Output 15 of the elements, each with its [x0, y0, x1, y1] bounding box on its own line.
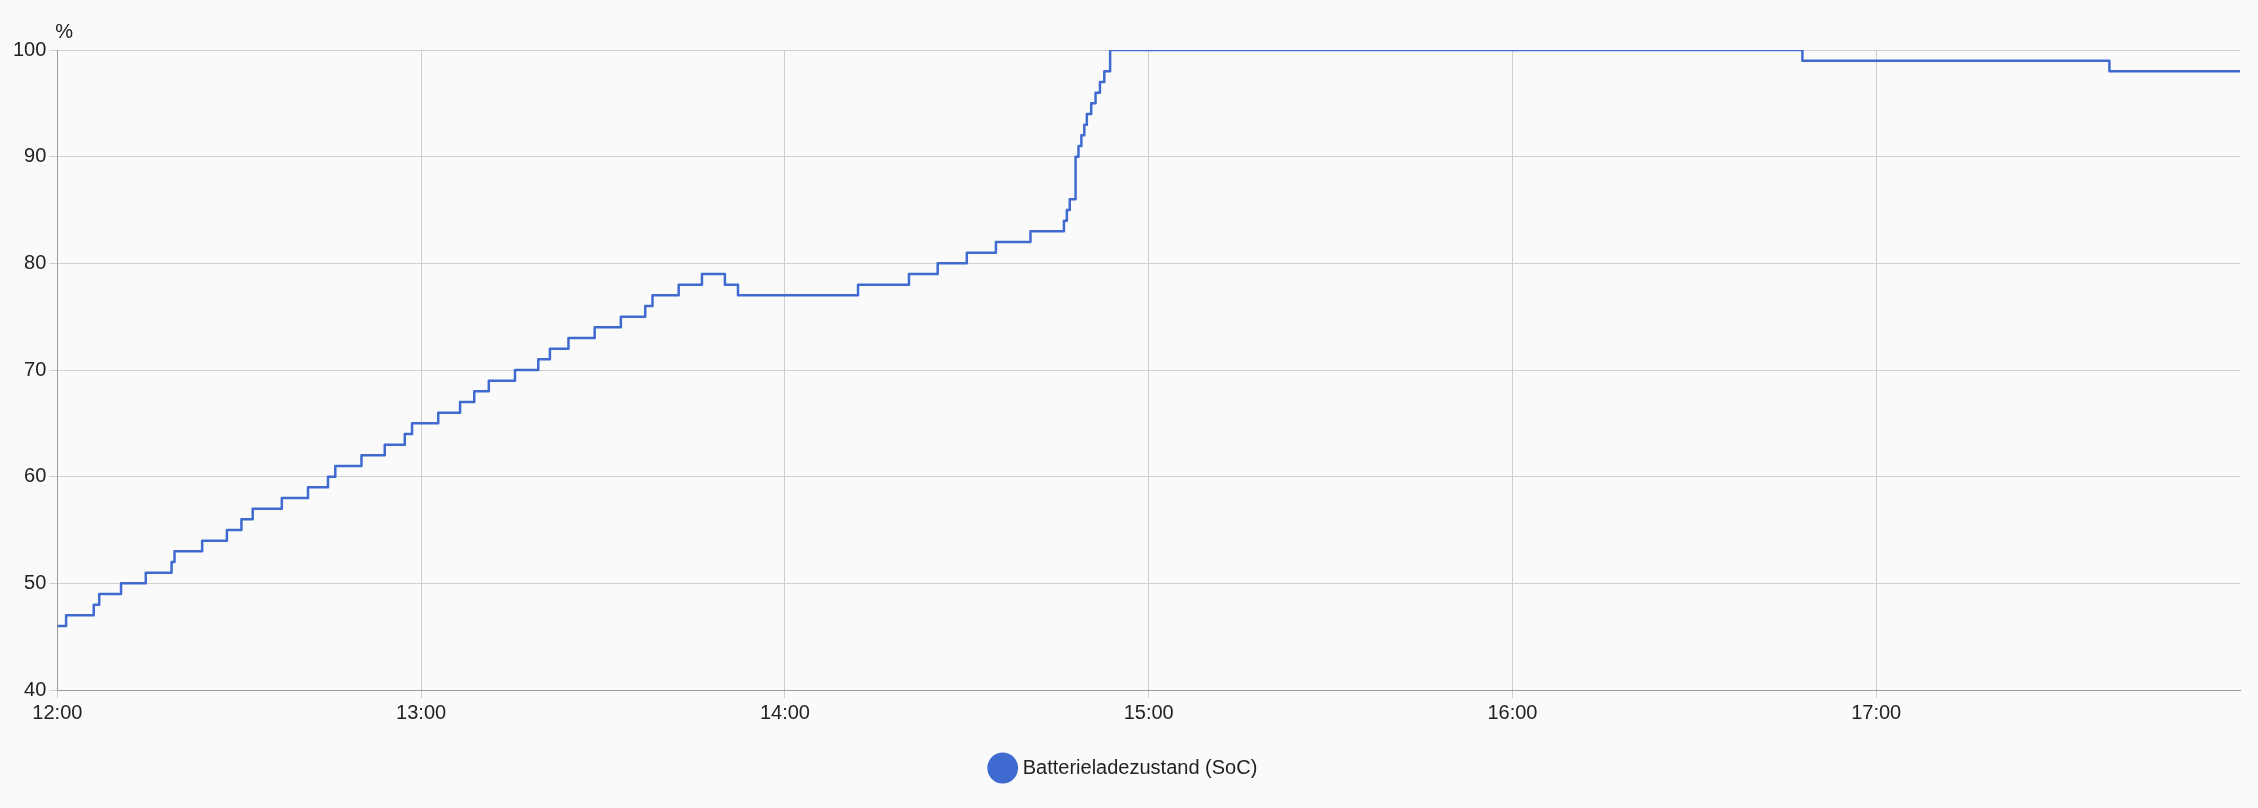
x-tick-label: 16:00 [1487, 700, 1538, 723]
y-tick-label: 60 [24, 464, 47, 487]
y-tick-label: 40 [24, 677, 47, 700]
x-tick-label: 13:00 [396, 700, 447, 723]
x-tick-label: 15:00 [1123, 700, 1174, 723]
x-tick-label: 17:00 [1851, 700, 1902, 723]
y-axis-title: % [55, 19, 74, 42]
y-tick-label: 80 [24, 250, 47, 273]
x-tick-label: 12:00 [32, 700, 83, 723]
legend-label: Batterieladezustand (SoC) [1022, 755, 1258, 778]
x-tick-label: 14:00 [759, 700, 810, 723]
y-tick-label: 70 [24, 357, 47, 380]
y-tick-label: 100 [12, 37, 47, 60]
y-tick-label: 50 [24, 570, 47, 593]
y-tick-label: 90 [24, 144, 47, 167]
